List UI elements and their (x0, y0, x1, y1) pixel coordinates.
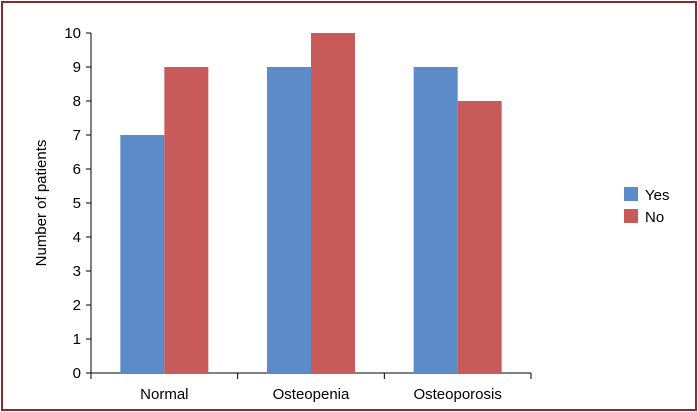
legend-label-yes: Yes (645, 187, 669, 204)
y-tick-label: 1 (73, 331, 81, 348)
y-tick-label: 6 (73, 161, 81, 178)
bars (120, 33, 502, 373)
y-axis-label: Number of patients (33, 140, 50, 267)
y-tick-label: 10 (64, 25, 81, 42)
x-tick-label: Normal (140, 386, 188, 403)
y-tick-label: 5 (73, 195, 81, 212)
legend: Yes No (624, 187, 669, 226)
y-tick-label: 2 (73, 297, 81, 314)
legend-swatch-yes (624, 187, 638, 201)
bar-yes-osteoporosis (413, 67, 458, 373)
x-tick-label: Osteoporosis (413, 386, 501, 403)
legend-label-no: No (645, 209, 664, 226)
bar-chart: 0 1 2 3 4 5 6 7 8 9 10 Normal Osteopenia Osteoporosi… (33, 25, 669, 403)
bar-no-osteopenia (311, 33, 355, 373)
y-tick-label: 7 (73, 127, 81, 144)
x-ticks: Normal Osteopenia Osteoporosis (90, 373, 532, 403)
bar-yes-osteopenia (267, 67, 311, 373)
y-tick-label: 8 (73, 93, 81, 110)
bar-no-normal (164, 67, 209, 373)
y-ticks: 0 1 2 3 4 5 6 7 8 9 10 (64, 25, 91, 382)
legend-swatch-no (624, 209, 638, 223)
x-tick-label: Osteopenia (273, 386, 350, 403)
bar-no-osteoporosis (457, 101, 502, 373)
y-tick-label: 9 (73, 59, 81, 76)
y-tick-label: 3 (73, 263, 81, 280)
bar-yes-normal (120, 135, 165, 373)
y-tick-label: 4 (73, 229, 81, 246)
y-tick-label: 0 (73, 365, 81, 382)
